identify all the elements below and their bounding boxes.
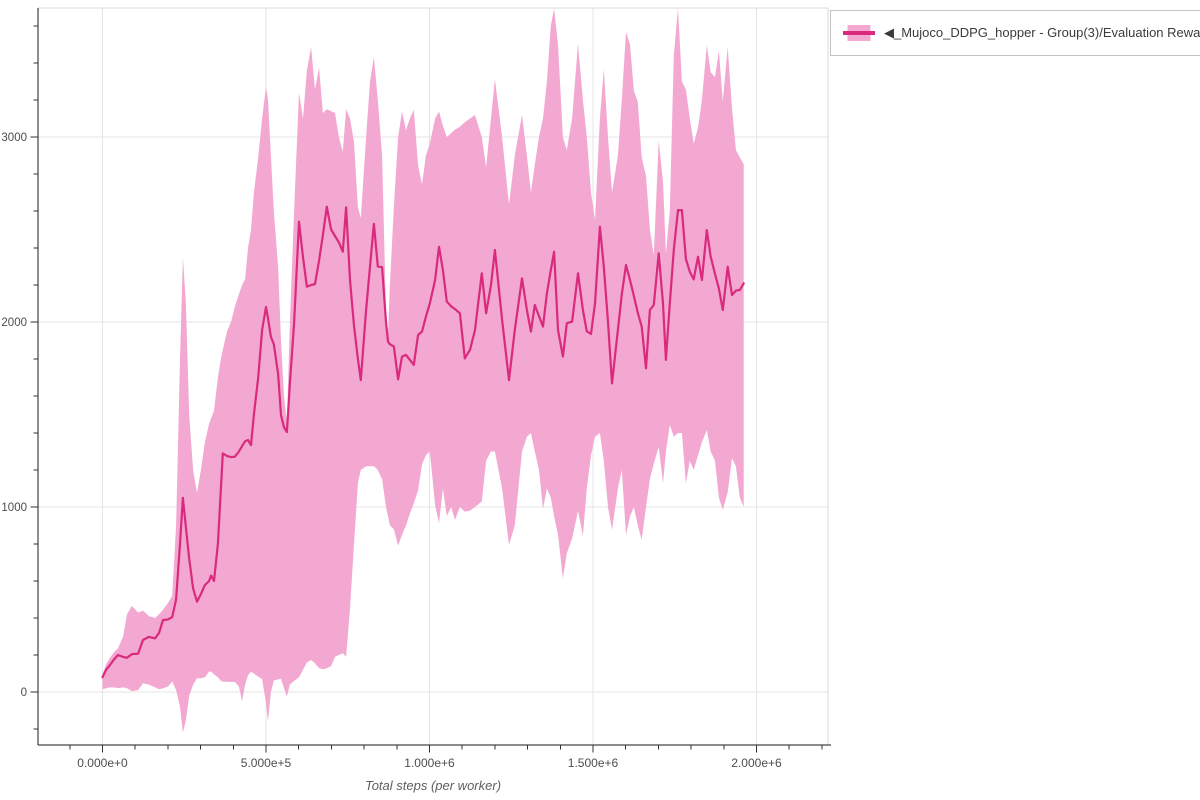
- y-tick-label: 3000: [1, 132, 27, 144]
- x-tick-label: 2.000e+6: [731, 756, 782, 770]
- tick-labels: 0.000e+0 5.000e+5 1.000e+6 1.500e+6 2.000e+6…: [1, 132, 782, 770]
- x-tick-label: 1.500e+6: [568, 756, 619, 770]
- x-tick-label: 0.000e+0: [77, 756, 128, 770]
- axes: [37, 8, 831, 746]
- x-tick-label: 5.000e+5: [241, 756, 292, 770]
- x-tick-label: 1.000e+6: [404, 756, 455, 770]
- legend-item[interactable]: ◀_Mujoco_DDPG_hopper - Group(3)/Evaluati…: [843, 24, 1200, 42]
- x-axis-title: Total steps (per worker): [364, 778, 502, 793]
- y-tick-label: 0: [21, 687, 27, 699]
- y-tick-label: 1000: [1, 502, 27, 514]
- y-tick-label: 2000: [1, 317, 27, 329]
- tick-marks: [30, 25, 823, 753]
- mean-line: [101, 205, 745, 679]
- confidence-band: [102, 8, 744, 733]
- legend-band-swatch-icon: [843, 25, 875, 41]
- legend: ◀_Mujoco_DDPG_hopper - Group(3)/Evaluati…: [830, 10, 1200, 56]
- legend-label: ◀_Mujoco_DDPG_hopper - Group(3)/Evaluati…: [884, 25, 1200, 40]
